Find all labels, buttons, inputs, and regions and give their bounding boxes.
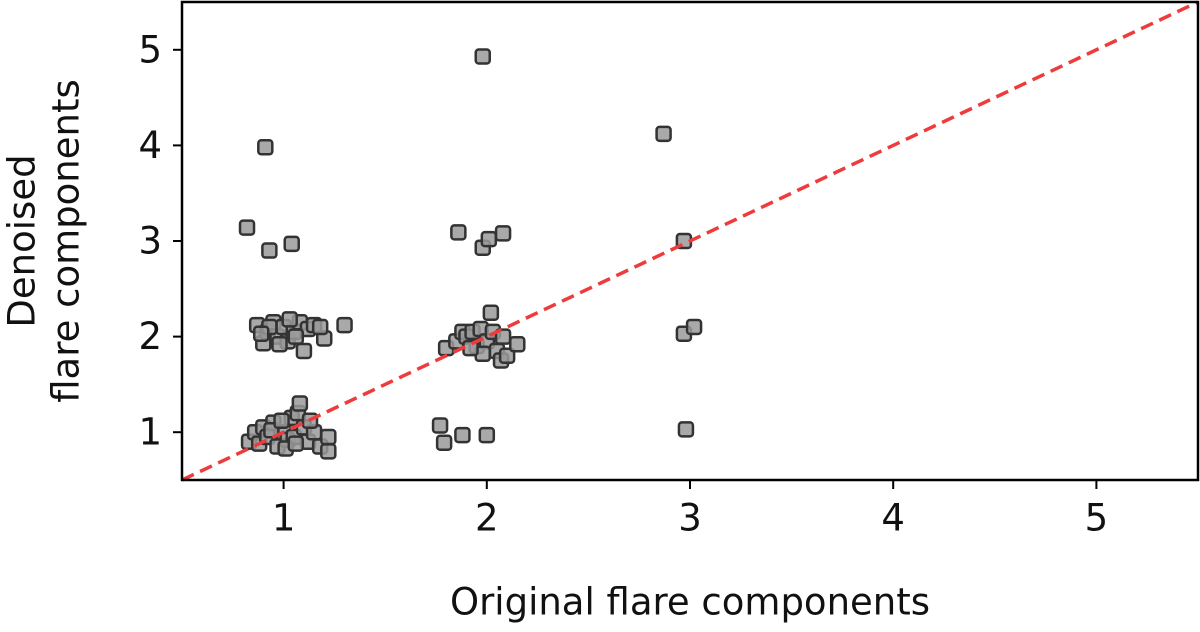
point [261,242,278,259]
x-tick-label: 3 [678,497,702,540]
y-tick-label: 2 [138,315,162,358]
point [431,417,449,434]
reference-line [181,0,1199,482]
point [295,342,313,360]
point [271,335,288,353]
point [480,230,498,248]
point [454,426,471,444]
plot-frame [180,0,1200,482]
y-tick-label: 3 [138,220,162,263]
x-tick-label: 1 [272,497,296,540]
point [482,304,500,321]
x-axis-label: Original flare components [450,581,930,624]
point [257,139,274,156]
x-tick-label: 5 [1085,497,1109,540]
point [474,48,491,65]
x-tick-label: 4 [881,497,905,540]
point [283,235,300,253]
point [311,318,329,336]
point [677,421,695,438]
point [498,347,516,364]
y-tick-label: 5 [138,28,162,71]
point [287,328,305,345]
y-axis-label: flare components [45,79,88,403]
point [291,395,309,412]
point [238,219,256,236]
x-tick-label: 2 [475,497,499,540]
point [336,316,353,334]
point [435,434,453,451]
y-tick-label: 1 [138,411,162,454]
point [509,335,526,353]
point [494,328,512,345]
point [450,224,467,241]
point [494,225,512,242]
y-axis-label: Denoised [1,154,44,327]
point [273,412,290,429]
point [287,435,305,452]
point [478,426,496,444]
point [655,125,672,143]
point [320,443,337,460]
point [252,325,270,342]
point [320,428,337,446]
point [281,311,298,328]
point [685,318,703,336]
y-tick-label: 4 [138,124,162,167]
